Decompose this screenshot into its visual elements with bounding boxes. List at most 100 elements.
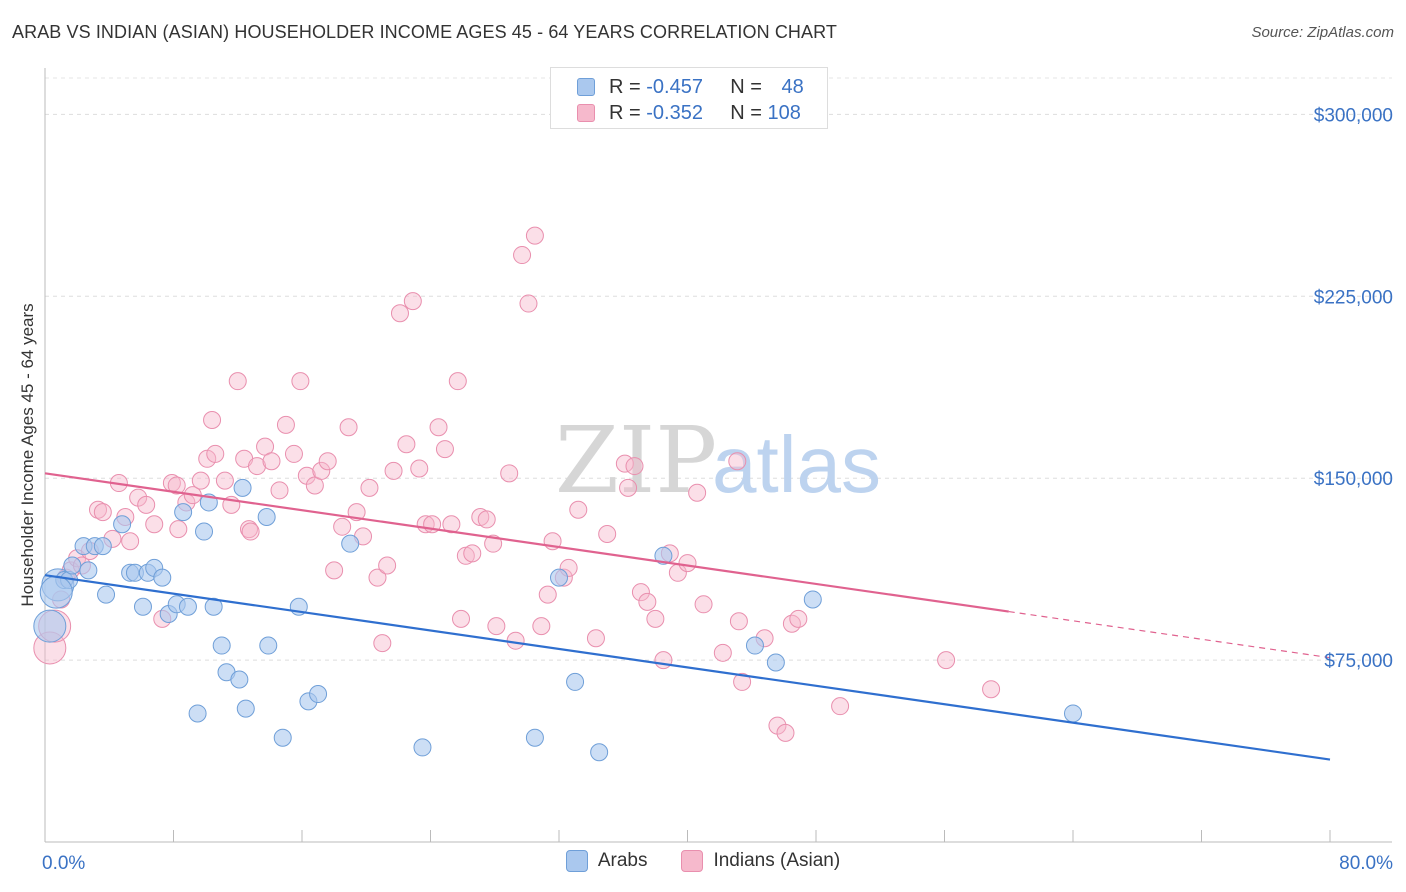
indian-point [477,510,496,529]
indian-point [203,410,222,429]
indian-point [487,617,506,636]
arab-point [212,636,231,655]
indian-point [728,452,747,471]
indian-point [169,520,188,539]
indian-point [93,503,112,522]
arab-point [33,609,67,643]
watermark-zip: ZIP [555,407,717,514]
watermark-atlas: atlas [712,420,881,509]
indian-point [318,452,337,471]
indian-point [654,651,673,670]
legend-label-indians: Indians (Asian) [713,850,841,871]
indian-point [270,481,289,500]
indian-point [137,495,156,514]
y-axis-label: Householder Income Ages 45 - 64 years [18,303,37,607]
indian-point [384,461,403,480]
indian-point [435,440,454,459]
indian-point [410,459,429,478]
indian-point [937,651,956,670]
series-legend: Arabs Indians (Asian) [0,850,1406,872]
indian-point [638,592,657,611]
r-label: R = [609,75,647,98]
y-tick-label: $225,000 [1314,287,1393,308]
n-value: 108 [767,101,801,124]
arab-point [233,478,252,497]
arab-point [97,585,116,604]
indian-point [262,452,281,471]
x-tick-label: 80.0% [1339,853,1393,874]
arab-point [63,556,82,575]
indian-point [688,483,707,502]
arab-point [153,568,172,587]
n-label: N = [730,75,768,98]
r-value: -0.352 [646,101,703,124]
indian-point [619,478,638,497]
arab-point [195,522,214,541]
indian-point [831,697,850,716]
y-tick-label: $75,000 [1324,651,1393,672]
indian-point [191,471,210,490]
indian-point [206,444,225,463]
indian-point [463,544,482,563]
indian-point [532,617,551,636]
arab-point [566,672,585,691]
indian-point [513,246,532,265]
watermark: ZIP atlas [555,407,881,514]
arab-point [39,575,73,609]
arab-point [273,728,292,747]
indian-point [694,595,713,614]
indian-point [789,609,808,628]
indian-point [646,609,665,628]
n-value: 48 [781,75,804,98]
indian-point [312,461,331,480]
indians-swatch [577,104,595,122]
indian-point [776,723,795,742]
indian-point [500,464,519,483]
indian-point [368,568,387,587]
indian-point [248,457,267,476]
r-value: -0.457 [646,75,703,98]
arabs-legend-swatch [565,850,588,872]
correlation-legend: R = -0.457 N = 48 R = -0.352 N = 108 [550,67,828,129]
legend-row-indians: R = -0.352 N = 108 [577,100,801,126]
indian-point [729,612,748,631]
indian-point [625,457,644,476]
indian-point [982,680,1001,699]
arab-point [550,568,568,587]
tick-labels: $75,000 $150,000 $225,000 $300,000 0.0% 80.0% [42,105,1393,874]
arab-point [259,636,278,655]
indian-point [598,524,617,543]
legend-label-arabs: Arabs [597,850,648,871]
indian-point [538,585,557,604]
n-label: N = [730,101,768,124]
indian-point [519,294,538,313]
arab-point [178,597,197,616]
indian-point [525,226,544,245]
arab-point [525,728,544,747]
indian-point [733,672,752,691]
indian-point [121,532,140,551]
indian-point [378,556,397,575]
indian-point [442,515,461,534]
arab-point [174,503,193,522]
indian-point [360,478,379,497]
indians-trend-line [44,472,1009,613]
r-label: R = [609,101,647,124]
arab-point [93,537,112,556]
arab-point [745,636,764,655]
arab-point [188,704,207,723]
trend-lines [44,472,1331,761]
arab-point [1064,704,1082,723]
indian-point [241,522,260,541]
arab-point [309,685,328,704]
indian-point [284,444,303,463]
indian-point [291,372,310,391]
arabs-trend-line [44,574,1331,761]
arab-point [204,597,223,616]
indian-point [678,554,697,573]
axes [44,68,1392,843]
indian-point [452,609,471,628]
data-points [33,226,1082,762]
arab-point [654,546,673,565]
